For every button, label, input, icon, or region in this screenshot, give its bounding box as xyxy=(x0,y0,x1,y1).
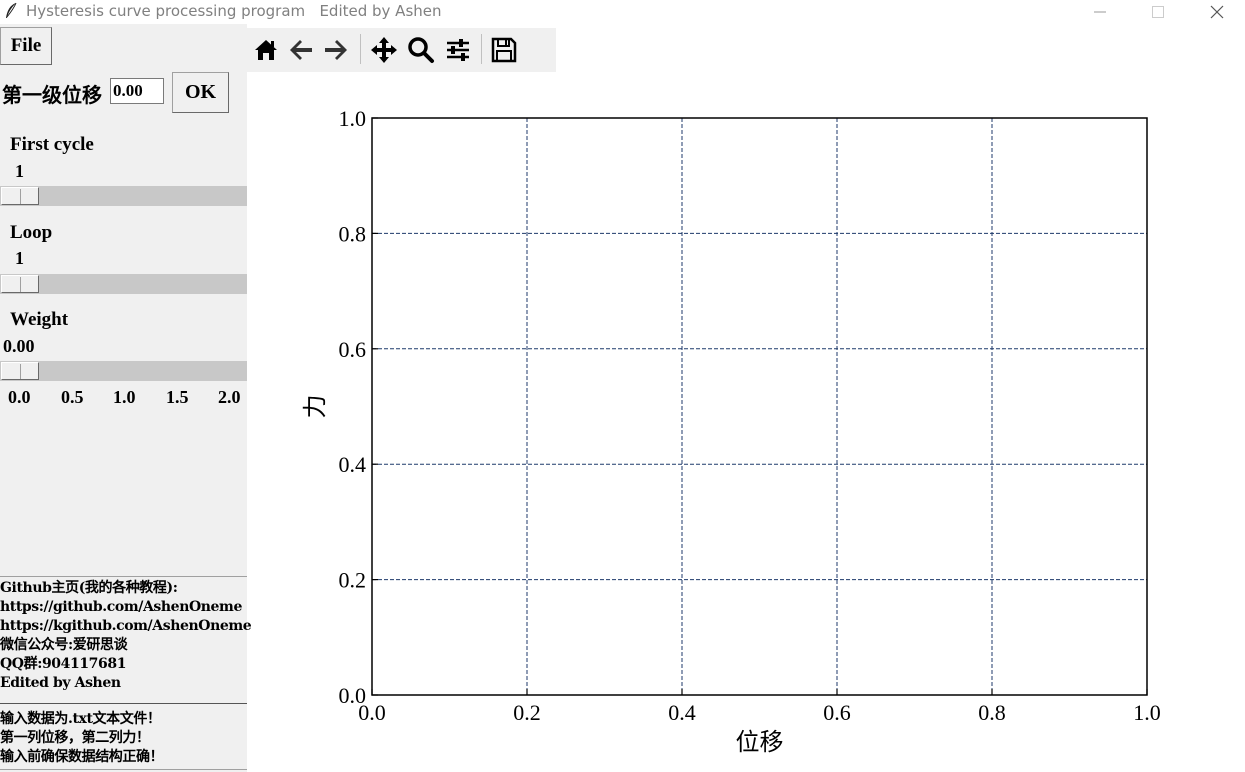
hysteresis-plot[interactable]: 0.0 0.2 0.4 0.6 0.8 1.00.00.20.40.60.81.0 位移 … xyxy=(247,72,1245,772)
toolbar-separator xyxy=(481,34,482,64)
toolbar-separator xyxy=(360,34,361,64)
plot-ticks: 0.0 0.2 0.4 0.6 0.8 1.0 0.0 0.2 0.4 0.6 0.8 1.0 xyxy=(339,106,1161,725)
first-cycle-slider[interactable] xyxy=(0,186,247,206)
first-cycle-value: 1 xyxy=(15,161,24,181)
title-bar: Hysteresis curve processing program Edit… xyxy=(0,0,1245,24)
info-block: Github主页(我的各种教程): https://github.com/Ash… xyxy=(0,579,252,693)
minimize-button[interactable] xyxy=(1077,0,1123,24)
feather-icon xyxy=(6,2,17,18)
weight-slider-ticks: 0.0 0.5 1.0 1.5 2.0 xyxy=(0,387,247,407)
window-title: Hysteresis curve processing program Edit… xyxy=(26,2,442,20)
configure-subplots-icon[interactable] xyxy=(444,36,472,64)
separator xyxy=(0,769,247,770)
home-icon[interactable] xyxy=(252,36,280,64)
separator xyxy=(0,576,247,577)
plot-grid xyxy=(372,118,1147,695)
x-tick-label: 0.0 xyxy=(358,700,386,725)
plot-frame xyxy=(371,117,1148,696)
navigation-toolbar xyxy=(247,28,556,72)
forward-arrow-icon[interactable] xyxy=(322,36,350,64)
y-tick-label: 0.0 xyxy=(339,683,367,708)
first-displacement-input[interactable] xyxy=(110,78,164,104)
info-line: https://github.com/AshenOneme xyxy=(0,599,242,615)
maximize-button[interactable] xyxy=(1135,0,1181,24)
weight-value: 0.00 xyxy=(3,336,35,356)
pan-icon[interactable] xyxy=(370,36,398,64)
x-tick-label: 0.4 xyxy=(668,700,696,725)
x-axis-label: 位移 xyxy=(736,729,784,756)
info-line: https://kgithub.com/AshenOneme xyxy=(0,618,252,634)
weight-label: Weight xyxy=(10,309,69,330)
ok-button[interactable]: OK xyxy=(172,72,229,113)
info-line: Edited by Ashen xyxy=(0,675,121,691)
weight-slider-thumb[interactable] xyxy=(1,362,39,380)
file-menu-button[interactable]: File xyxy=(0,27,52,65)
weight-tick: 0.5 xyxy=(61,387,84,407)
first-cycle-label: First cycle xyxy=(10,134,94,155)
y-tick-label: 0.6 xyxy=(339,337,367,362)
weight-tick: 2.0 xyxy=(218,387,241,407)
minimize-icon xyxy=(1094,11,1106,13)
weight-tick: 1.0 xyxy=(113,387,136,407)
x-tick-label: 0.6 xyxy=(823,700,851,725)
control-panel: File 第一级位移 OK First cycle 1 Loop 1 Weigh… xyxy=(0,24,252,772)
first-cycle-slider-thumb[interactable] xyxy=(1,187,39,205)
separator xyxy=(0,703,247,704)
notes-block: 输入数据为.txt文本文件！ 第一列位移，第二列力！ 输入前确保数据结构正确！ xyxy=(0,710,164,767)
weight-tick: 0.0 xyxy=(8,387,31,407)
y-axis-label: 力 xyxy=(302,395,329,419)
y-tick-label: 0.2 xyxy=(339,568,367,593)
close-icon xyxy=(1210,5,1224,19)
loop-label: Loop xyxy=(10,222,53,243)
y-tick-label: 0.8 xyxy=(339,221,367,246)
note-line: 输入数据为.txt文本文件！ xyxy=(0,711,161,727)
x-tick-label: 0.8 xyxy=(978,700,1006,725)
maximize-icon xyxy=(1152,6,1164,18)
save-icon[interactable] xyxy=(490,36,518,64)
first-displacement-label: 第一级位移 xyxy=(2,83,102,107)
x-tick-label: 0.2 xyxy=(513,700,541,725)
weight-tick: 1.5 xyxy=(166,387,189,407)
weight-slider[interactable] xyxy=(0,361,247,381)
note-line: 第一列位移，第二列力！ xyxy=(0,730,150,746)
x-tick-label: 1.0 xyxy=(1133,700,1161,725)
info-line: 微信公众号:爱研思谈 xyxy=(0,637,128,653)
back-arrow-icon[interactable] xyxy=(287,36,315,64)
info-line: Github主页(我的各种教程): xyxy=(0,580,178,596)
y-tick-label: 1.0 xyxy=(339,106,367,131)
info-line: QQ群:904117681 xyxy=(0,656,127,672)
loop-slider[interactable] xyxy=(0,274,247,294)
note-line: 输入前确保数据结构正确！ xyxy=(0,749,164,765)
zoom-icon[interactable] xyxy=(407,36,435,64)
close-button[interactable] xyxy=(1194,0,1240,24)
loop-slider-thumb[interactable] xyxy=(1,275,39,293)
y-tick-label: 0.4 xyxy=(339,452,367,477)
loop-value: 1 xyxy=(15,248,24,268)
